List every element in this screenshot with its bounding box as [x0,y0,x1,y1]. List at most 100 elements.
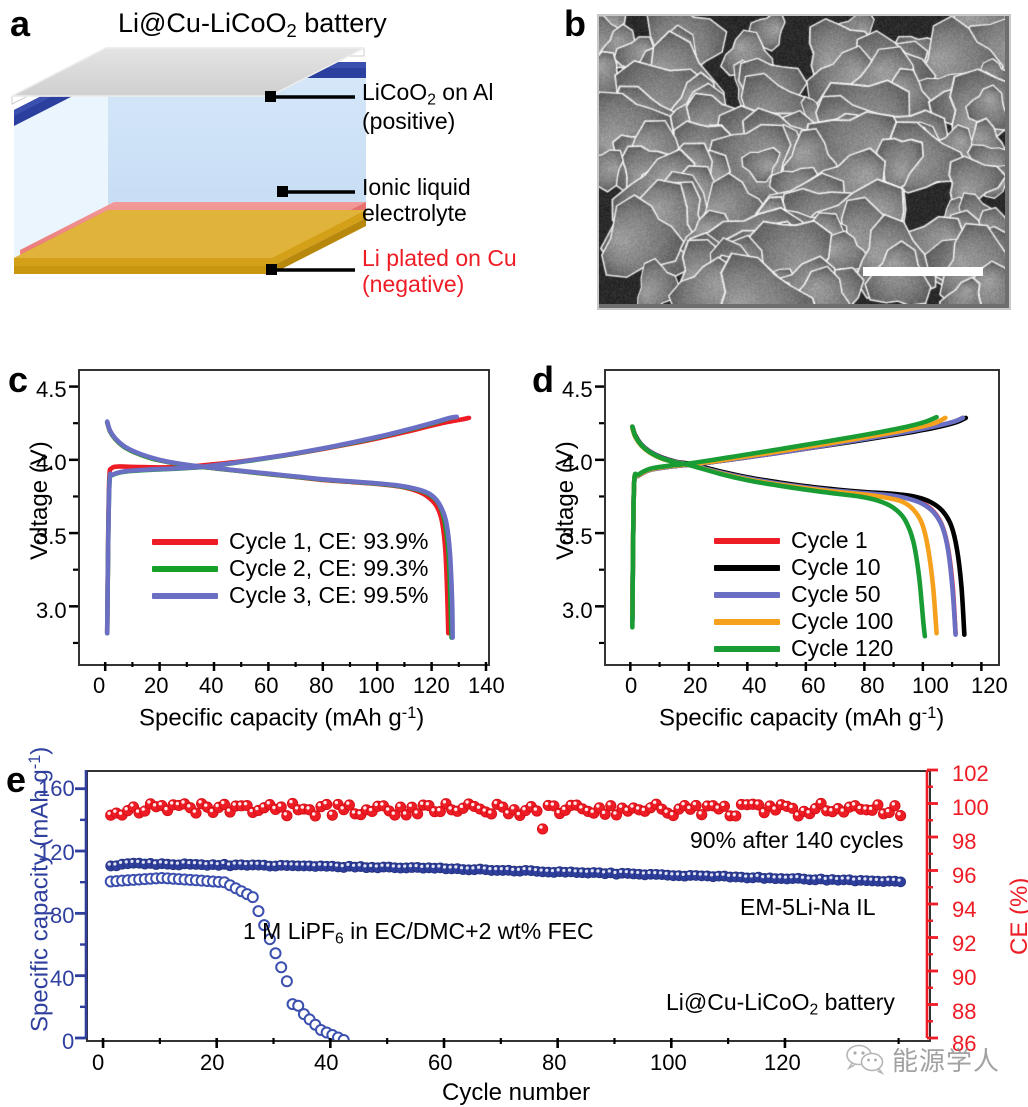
panel-c-ylabel-text: Voltage (V) [26,441,53,560]
legend-item: Cycle 10 [714,554,893,581]
panel-e-xtick-80: 80 [542,1050,567,1075]
legend-item: Cycle 50 [714,581,893,608]
panel-c-xtick-0: 0 [93,673,106,698]
panel-d-xlabel: Specific capacity (mAh g-1) [659,704,944,732]
legend-swatch [714,645,780,652]
cell-note-sub: 2 [809,1001,819,1019]
panel-c-xtick-20: 20 [144,673,169,698]
scale-bar [863,267,983,276]
carbonate-capacity-point [337,1034,350,1040]
cu-collector-front-edge [14,266,272,274]
legend-swatch [714,618,780,625]
wechat-icon [846,1044,885,1075]
legend-item: Cycle 120 [714,635,893,662]
panel-e-scatter [104,797,907,1040]
cathode-label-line2: (positive) [362,107,456,134]
panel-a-title-sub: 2 [286,20,297,42]
legend-item: Cycle 2, CE: 99.3% [152,555,428,582]
panel-c-xtick-80: 80 [309,673,334,698]
callout-electrolyte-text: Ionic liquid electrolyte [362,174,471,227]
panel-e-ytick-right-86: 86 [952,1031,977,1056]
legend-swatch [152,565,218,572]
panel-e-xtick-60: 60 [428,1050,453,1075]
callout-marker-electrolyte [277,186,288,197]
panel-e-xtick-100: 100 [650,1050,687,1075]
panel-e-xtick-0: 0 [92,1050,105,1075]
wechat-watermark: 能源学人 [845,1036,1020,1082]
panel-d-ticks [595,385,983,671]
panel-d-ytick-4.5: 4.5 [562,377,593,402]
battery-stack-graphic [11,47,366,274]
panel-d-ytick-3.0: 3.0 [562,598,593,623]
panel-e-plot-frame [86,770,931,1042]
callout-marker-cathode [265,91,276,102]
cathode-label-pre: LiCoO [362,79,428,105]
panel-e-ylabel-left-pre: Specific capacity (mAh g [26,769,54,1032]
panel-c-xtick-60: 60 [254,673,279,698]
panel-d-xtick-60: 60 [801,673,826,698]
callout-marker-anode [266,264,277,275]
legend-label: Cycle 120 [791,635,894,661]
panel-c-xtick-120: 120 [413,673,450,698]
panel-e-ytick-right-96: 96 [952,863,977,888]
carbonate-note-pre: 1 M LiPF [243,918,336,944]
legend-label: Cycle 100 [791,608,894,634]
panel-e-xtick-40: 40 [314,1050,339,1075]
legend-swatch [152,592,218,599]
panel-c-ytick-4.0: 4.0 [36,450,67,475]
panel-a-title: Li@Cu-LiCoO2 battery [118,8,387,42]
carbonate-capacity-point [275,961,288,974]
panel-e-ytick-right-102: 102 [952,761,989,786]
legend-item: Cycle 100 [714,608,893,635]
legend-swatch [152,538,218,545]
carbonate-note-post: in EC/DMC+2 wt% FEC [343,918,594,944]
panel-c-curves [104,414,472,640]
panel-e-ticks [75,768,938,1048]
cell-note-pre: Li@Cu-LiCoO [666,989,810,1015]
panel-e-ytick-right-94: 94 [952,897,977,922]
panel-e-ytick-left-40: 40 [50,966,75,991]
panel-e-ylabel-right: CE (%) [1006,878,1028,955]
panel-c-xlabel-pre: Specific capacity (mAh g [139,704,402,732]
watermark-text: 能源学人 [892,1045,1001,1076]
carbonate-capacity-point [280,975,293,988]
panel-e-label: e [6,759,27,800]
carbonate-capacity-point [263,933,276,946]
panel-c-ylabel: Voltage (V) [26,441,54,560]
panel-d-label: d [532,359,554,400]
panel-a-title-pre: Li@Cu-LiCoO [118,8,287,38]
carbonate-capacity-point [252,905,265,918]
panel-c-ytick-3.0: 3.0 [36,598,67,623]
anode-label-line1: Li plated on Cu [362,245,517,271]
panel-c-legend: Cycle 1, CE: 93.9% Cycle 2, CE: 99.3% Cycl… [152,528,428,609]
panel-d-xtick-40: 40 [742,673,767,698]
panel-e-ylabel-left-post: ) [26,746,54,755]
retention-note-text: 90% after 140 cycles [690,827,904,853]
panel-e-ylabel-left: Specific capacity (mAh g-1) [26,747,54,1032]
panel-d-ytick-3.5: 3.5 [562,524,593,549]
il-note-text: EM-5Li-Na IL [740,894,876,920]
legend-item: Cycle 3, CE: 99.5% [152,582,428,609]
legend-label: Cycle 1 [791,527,868,553]
panel-d-xtick-80: 80 [860,673,885,698]
panel-c-xtick-140: 140 [468,673,505,698]
panel-e-ytick-right-90: 90 [952,965,977,990]
panel-a-label: a [10,3,31,44]
panel-e-xtick-20: 20 [200,1050,225,1075]
panel-c-label: c [8,359,29,400]
panel-e-ytick-right-100: 100 [952,795,989,820]
callout-anode-text: Li plated on Cu (negative) [362,245,517,298]
callout-cathode-text: LiCoO2 on Al (positive) [362,79,493,135]
panel-c-ytick-3.5: 3.5 [36,524,67,549]
panel-d-xlabel-post: ) [936,704,945,732]
cathode-blue-highlight [14,62,366,116]
legend-swatch [714,564,780,571]
panel-e-ytick-left-80: 80 [50,903,75,928]
panel-e-cell-note: Li@Cu-LiCoO2 battery [666,989,895,1019]
panel-e-xlabel: Cycle number [442,1079,590,1107]
panel-e-carbonate-note: 1 M LiPF6 in EC/DMC+2 wt% FEC [243,918,594,948]
panel-e-ytick-left-120: 120 [38,840,75,865]
cu-collector-top [14,210,366,258]
electrolyte-front-face [108,62,366,210]
